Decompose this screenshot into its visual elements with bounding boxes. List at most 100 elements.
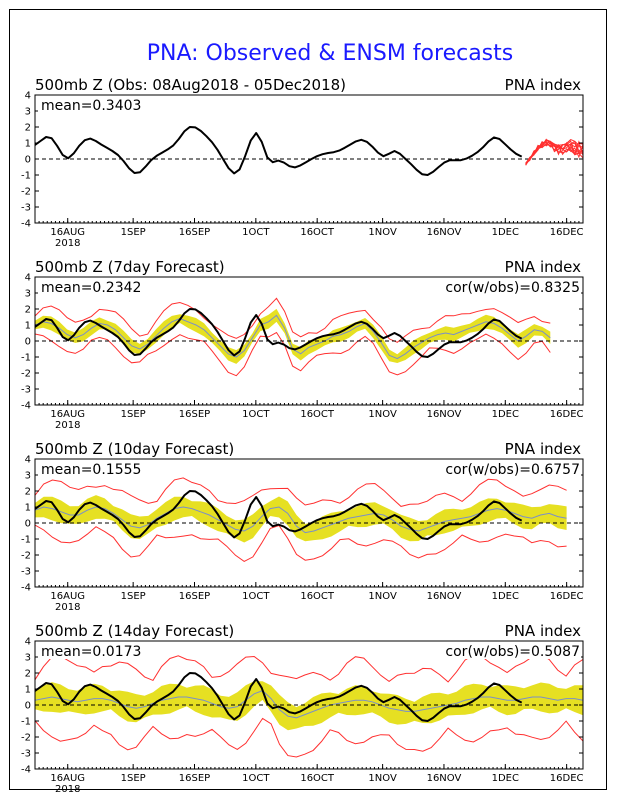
ensemble-spread-band (35, 308, 551, 364)
panel-index-label: PNA index (505, 258, 581, 276)
x-tick-label: 16NOV (427, 591, 462, 602)
y-tick-label: 0 (25, 701, 31, 712)
x-tick-label: 16AUG (50, 409, 85, 420)
x-tick-label: 1DEC (492, 409, 519, 420)
x-tick-label: 16OCT (300, 591, 335, 602)
plot-area (35, 126, 583, 176)
y-tick-label: 3 (25, 653, 31, 664)
y-tick-label: -3 (21, 203, 31, 214)
y-tick-label: 2 (25, 123, 31, 134)
mean-label: mean=0.0173 (41, 644, 141, 660)
x-tick-label: 16NOV (427, 773, 462, 784)
y-tick-label: 2 (25, 305, 31, 316)
y-tick-label: -3 (21, 567, 31, 578)
x-tick-label: 16SEP (179, 227, 210, 238)
year-label: 2018 (55, 238, 80, 249)
x-tick-label: 1NOV (368, 409, 397, 420)
y-tick-label: -4 (21, 765, 31, 776)
x-tick-label: 1OCT (242, 409, 270, 420)
x-tick-label: 16SEP (179, 773, 210, 784)
stat-bg (38, 643, 156, 659)
mean-label: mean=0.3403 (41, 98, 141, 114)
y-tick-label: -4 (21, 583, 31, 594)
y-tick-label: 2 (25, 669, 31, 680)
x-tick-label: 1OCT (242, 773, 270, 784)
y-tick-label: -3 (21, 385, 31, 396)
stat-bg (413, 279, 581, 295)
y-tick-label: 0 (25, 337, 31, 348)
ensemble-lower-envelope (35, 331, 551, 377)
y-tick-label: 4 (25, 455, 31, 466)
y-tick-label: -1 (21, 171, 31, 182)
ensemble-spread-band (35, 495, 567, 543)
x-tick-label: 1NOV (368, 227, 397, 238)
y-tick-label: -3 (21, 749, 31, 760)
correlation-label: cor(w/obs)=0.8325 (445, 280, 580, 296)
x-tick-label: 16NOV (427, 409, 462, 420)
observed-line (35, 672, 523, 722)
x-tick-label: 16OCT (300, 773, 335, 784)
x-tick-label: 16DEC (550, 227, 584, 238)
stat-bg (38, 461, 156, 477)
correlation-label: cor(w/obs)=0.6757 (445, 462, 580, 478)
y-tick-label: 0 (25, 155, 31, 166)
stat-bg (413, 643, 581, 659)
plot-area (35, 653, 583, 758)
x-tick-label: 1OCT (242, 227, 270, 238)
y-tick-label: -2 (21, 369, 31, 380)
panel-title: 500mb Z (14day Forecast) (35, 622, 234, 640)
x-tick-label: 1SEP (121, 409, 146, 420)
panel-title: 500mb Z (Obs: 08Aug2018 - 05Dec2018) (35, 76, 346, 94)
y-tick-label: 1 (25, 503, 31, 514)
y-tick-label: -1 (21, 353, 31, 364)
panel-4: 500mb Z (14day Forecast) PNA index -4 -3 -2 -… (21, 622, 584, 795)
panel-2: 500mb Z (7day Forecast) PNA index -4 -3 -2 -1… (21, 258, 584, 431)
ensemble-mean-line (35, 690, 583, 719)
x-tick-label: 1SEP (121, 591, 146, 602)
x-tick-label: 16SEP (179, 591, 210, 602)
y-tick-label: 3 (25, 289, 31, 300)
y-tick-label: -2 (21, 551, 31, 562)
year-label: 2018 (55, 784, 80, 795)
x-tick-label: 16NOV (427, 227, 462, 238)
observed-line (35, 490, 523, 540)
x-tick-label: 16DEC (550, 773, 584, 784)
x-tick-label: 1NOV (368, 773, 397, 784)
y-tick-label: 2 (25, 487, 31, 498)
y-tick-label: 4 (25, 273, 31, 284)
ensemble-upper-envelope (35, 297, 551, 343)
observed-line (35, 308, 523, 358)
year-label: 2018 (55, 602, 80, 613)
x-tick-label: 16DEC (550, 409, 584, 420)
y-tick-label: 4 (25, 91, 31, 102)
x-tick-label: 16AUG (50, 773, 85, 784)
ensemble-upper-envelope (35, 477, 567, 507)
panels: 500mb Z (Obs: 08Aug2018 - 05Dec2018) PNA … (21, 76, 584, 795)
stat-bg (413, 461, 581, 477)
x-tick-label: 1DEC (492, 591, 519, 602)
stat-bg (38, 97, 156, 113)
panel-index-label: PNA index (505, 440, 581, 458)
figure-title: PNA: Observed & ENSM forecasts (147, 41, 514, 66)
x-tick-label: 1OCT (242, 591, 270, 602)
x-tick-label: 1DEC (492, 773, 519, 784)
correlation-label: cor(w/obs)=0.5087 (445, 644, 580, 660)
x-tick-label: 16DEC (550, 591, 584, 602)
y-tick-label: -2 (21, 187, 31, 198)
figure-frame (9, 9, 607, 790)
y-tick-label: -1 (21, 717, 31, 728)
y-tick-label: -1 (21, 535, 31, 546)
x-tick-label: 16SEP (179, 409, 210, 420)
x-tick-label: 16OCT (300, 409, 335, 420)
panel-1: 500mb Z (Obs: 08Aug2018 - 05Dec2018) PNA … (21, 76, 584, 249)
x-tick-label: 1NOV (368, 591, 397, 602)
y-tick-label: 3 (25, 107, 31, 118)
ensemble-member-line (525, 138, 583, 164)
ensemble-upper-envelope (35, 653, 583, 683)
y-tick-label: -4 (21, 219, 31, 230)
year-label: 2018 (55, 420, 80, 431)
plot-area (35, 477, 583, 562)
x-tick-label: 1SEP (121, 773, 146, 784)
y-tick-label: 0 (25, 519, 31, 530)
